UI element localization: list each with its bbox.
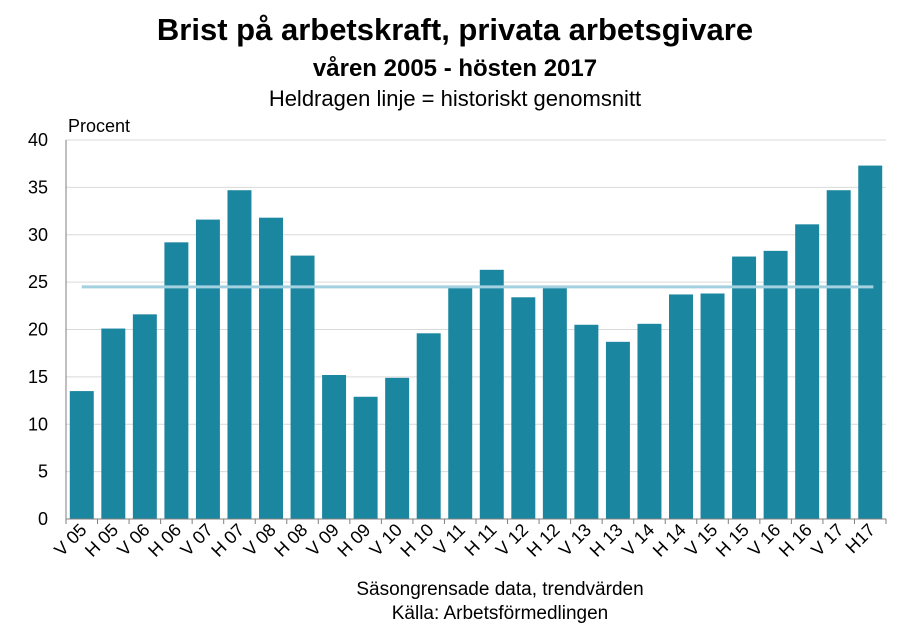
bars <box>69 165 883 520</box>
bar <box>763 250 788 520</box>
bar <box>385 377 410 519</box>
y-tick-label: 40 <box>28 130 48 150</box>
y-tick-label: 20 <box>28 320 48 340</box>
x-tick-label: V 16 <box>744 520 784 560</box>
y-tick-label: 15 <box>28 367 48 387</box>
bar <box>416 333 441 519</box>
y-tick-label: 10 <box>28 414 48 434</box>
chart-title: Brist på arbetskraft, privata arbetsgiva… <box>156 12 754 47</box>
x-tick-label: V 11 <box>430 520 469 559</box>
bar <box>290 255 315 519</box>
bar <box>858 165 883 519</box>
bar <box>164 242 189 519</box>
x-tick-label: H17 <box>842 520 879 557</box>
x-tick-label: H 08 <box>270 520 311 561</box>
y-tick-label: 30 <box>28 225 48 245</box>
bar <box>637 323 662 519</box>
bar <box>259 217 283 519</box>
bar <box>605 341 630 519</box>
x-tick-label: V 12 <box>492 520 532 560</box>
x-tick-label: H 15 <box>712 520 753 561</box>
chart-note: Heldragen linje = historiskt genomsnitt <box>268 86 642 111</box>
bar <box>700 293 725 519</box>
bar <box>448 287 473 519</box>
bar <box>669 294 693 519</box>
x-tick-label: H 12 <box>523 520 564 561</box>
x-tick-label: V 15 <box>681 520 721 560</box>
x-tick-label: V 08 <box>240 520 280 560</box>
x-tick-label: H 06 <box>144 520 185 561</box>
gridlines <box>66 139 886 473</box>
x-tick-label: V 07 <box>176 520 216 560</box>
chart-subtitle: våren 2005 - hösten 2017 <box>312 55 598 82</box>
bar <box>195 219 220 519</box>
bar <box>542 287 567 519</box>
x-tick-label: H 07 <box>207 520 248 561</box>
y-tick-label: 35 <box>28 177 48 197</box>
bar <box>732 256 757 519</box>
bar <box>69 391 94 519</box>
bar <box>574 324 599 519</box>
y-axis-label: Procent <box>68 116 130 136</box>
bar <box>511 297 536 519</box>
x-tick-label: H 13 <box>586 520 627 561</box>
bar <box>795 224 820 519</box>
x-tick-label: V 06 <box>113 520 153 560</box>
bar <box>322 374 347 519</box>
x-tick-label: H 09 <box>333 520 374 561</box>
x-tick-label: V 09 <box>303 520 343 560</box>
x-tick-label: V 10 <box>366 520 406 560</box>
y-tick-label: 25 <box>28 272 48 292</box>
bar <box>101 328 126 519</box>
x-tick-label: H 14 <box>649 520 690 561</box>
source-label: Källa: Arbetsförmedlingen <box>392 603 609 624</box>
bar <box>479 269 504 519</box>
y-tick-label: 5 <box>38 462 48 482</box>
bar <box>353 396 378 519</box>
x-tick-label: V 17 <box>807 520 847 560</box>
x-tick-label: V 14 <box>618 520 658 560</box>
x-tick-label: H 16 <box>775 520 816 561</box>
x-tick-label: H 10 <box>396 520 437 561</box>
x-tick-label: V 05 <box>50 520 90 560</box>
x-tick-label: V 13 <box>555 520 595 560</box>
x-tick-label: H 11 <box>461 520 501 560</box>
y-tick-label: 0 <box>38 509 48 529</box>
bar <box>132 314 157 519</box>
bar <box>227 190 252 519</box>
x-axis-label: Säsongrensade data, trendvärden <box>356 579 643 600</box>
x-tick-label: H 05 <box>81 520 122 561</box>
bar <box>826 190 851 519</box>
